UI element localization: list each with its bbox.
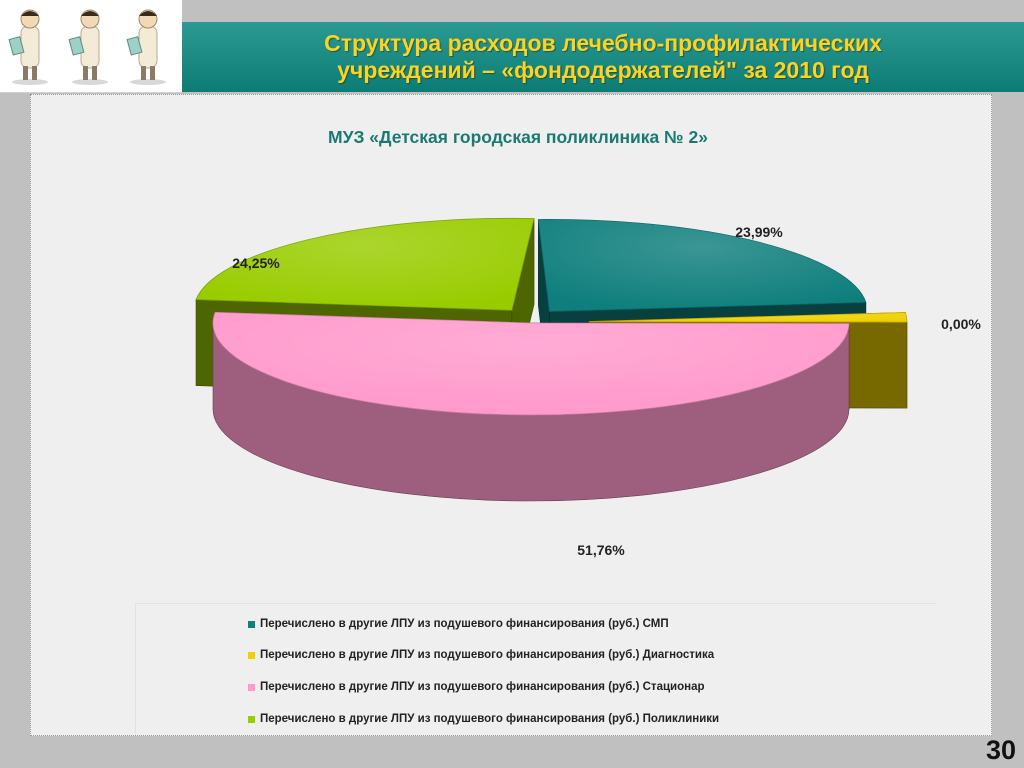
legend-swatch-hospital <box>248 683 255 691</box>
data-label-diagnostics: 0,00% <box>941 316 981 332</box>
legend-item-smp: Перечислено в другие ЛПУ из подушевого ф… <box>248 618 669 630</box>
chart-legend: Перечислено в другие ЛПУ из подушевого ф… <box>135 603 936 734</box>
data-label-hospital: 51,76% <box>577 542 625 558</box>
doctor-figure-icon <box>68 9 108 85</box>
legend-label-diagnostics: Перечислено в другие ЛПУ из подушевого ф… <box>260 649 715 661</box>
chart-area: МУЗ «Детская городская поликлиника № 2» … <box>30 94 992 736</box>
slide-title-line-1: Структура расходов лечебно-профилактичес… <box>324 30 882 56</box>
legend-label-smp: Перечислено в другие ЛПУ из подушевого ф… <box>260 618 669 630</box>
slide-title-line-2: учреждений – «фондодержателей" за 2010 г… <box>337 57 869 83</box>
doctor-figure-icon <box>126 9 166 85</box>
pie-chart: МУЗ «Детская городская поликлиника № 2» … <box>195 127 981 558</box>
title-bar: Структура расходов лечебно-профилактичес… <box>182 22 1024 92</box>
legend-item-diagnostics: Перечислено в другие ЛПУ из подушевого ф… <box>248 649 714 661</box>
page-number: 30 <box>985 735 1016 765</box>
legend-swatch-smp <box>248 620 255 628</box>
data-label-polyclinics: 24,25% <box>232 255 280 271</box>
legend-label-hospital: Перечислено в другие ЛПУ из подушевого ф… <box>260 681 705 693</box>
legend-item-hospital: Перечислено в другие ЛПУ из подушевого ф… <box>248 681 705 693</box>
chart-title: МУЗ «Детская городская поликлиника № 2» <box>328 127 708 147</box>
doctor-figure-icon <box>8 9 48 85</box>
legend-swatch-diagnostics <box>248 651 255 659</box>
legend-item-polyclinics: Перечислено в другие ЛПУ из подушевого ф… <box>248 713 719 725</box>
data-label-smp: 23,99% <box>735 224 783 240</box>
legend-label-polyclinics: Перечислено в другие ЛПУ из подушевого ф… <box>260 713 720 725</box>
logo-panel <box>0 0 182 93</box>
legend-swatch-polyclinics <box>248 715 255 723</box>
pie-slice-hospital <box>212 311 850 502</box>
